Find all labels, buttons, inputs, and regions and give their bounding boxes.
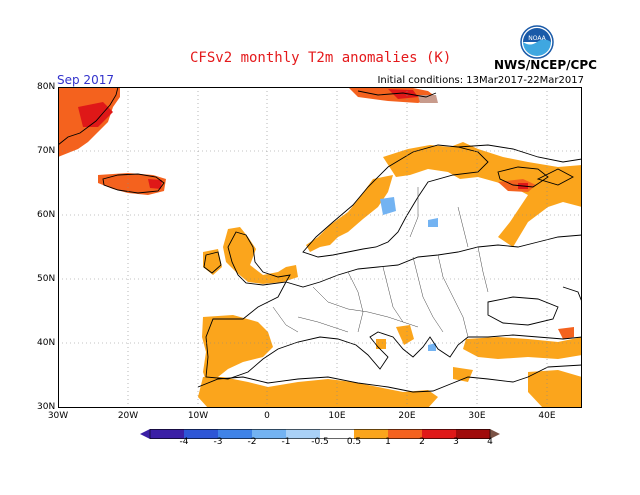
country-borders <box>272 187 489 338</box>
lat-label: 50N <box>37 274 56 284</box>
lat-label: 80N <box>37 82 56 92</box>
lon-label: 10W <box>187 411 209 421</box>
anomaly-hot <box>78 89 528 189</box>
legend-tick: 3 <box>453 437 459 447</box>
legend-tick: -0.5 <box>311 437 329 447</box>
lon-label: 30E <box>468 411 486 421</box>
agency-label: NWS/NCEP/CPC <box>494 58 597 72</box>
legend-tick: 0.5 <box>346 437 362 447</box>
forecast-period: Sep 2017 <box>57 73 114 87</box>
map-frame <box>58 87 582 408</box>
lon-label: 30W <box>47 411 69 421</box>
lon-label: 10E <box>328 411 346 421</box>
lat-label: 60N <box>37 210 56 220</box>
color-bar-arrow-left <box>140 429 150 439</box>
graticule <box>58 87 582 408</box>
initial-conditions: Initial conditions: 13Mar2017-22Mar2017 <box>377 75 584 86</box>
noaa-logo-icon: NOAA <box>520 25 554 59</box>
lat-label: 30N <box>37 402 56 412</box>
legend-tick: 2 <box>419 437 425 447</box>
lat-label: 70N <box>37 146 56 156</box>
lon-label: 40E <box>538 411 556 421</box>
noaa-logo-text: NOAA <box>528 35 546 42</box>
lon-label: 0 <box>264 411 270 421</box>
legend-tick: -2 <box>247 437 257 447</box>
legend-tick: -1 <box>281 437 291 447</box>
anomaly-cool <box>380 197 438 351</box>
anomaly-map <box>58 87 582 408</box>
legend-tick: 4 <box>487 437 493 447</box>
anomaly-very-hot <box>418 95 438 103</box>
legend-tick: -3 <box>213 437 223 447</box>
chart-title: CFSv2 monthly T2m anomalies (K) <box>190 50 452 66</box>
lon-label: 20W <box>117 411 139 421</box>
color-bar <box>140 429 500 439</box>
color-bar-arrow-right <box>490 429 500 439</box>
map-canvas <box>58 87 582 408</box>
legend-tick: 1 <box>385 437 391 447</box>
coastlines <box>58 87 582 393</box>
legend-tick: -4 <box>179 437 189 447</box>
lon-label: 20E <box>398 411 416 421</box>
lat-label: 40N <box>37 338 56 348</box>
